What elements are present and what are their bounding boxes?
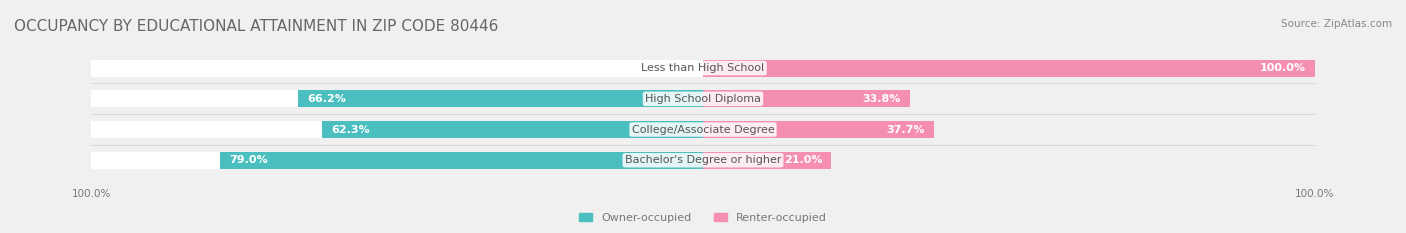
Text: 66.2%: 66.2% bbox=[308, 94, 346, 104]
Bar bbox=[322, 121, 703, 138]
Bar bbox=[703, 90, 910, 107]
Text: 37.7%: 37.7% bbox=[886, 124, 924, 134]
Text: 62.3%: 62.3% bbox=[332, 124, 370, 134]
Bar bbox=[91, 90, 703, 107]
Bar bbox=[91, 121, 703, 138]
Text: 21.0%: 21.0% bbox=[783, 155, 823, 165]
Bar bbox=[703, 121, 934, 138]
Bar bbox=[219, 152, 703, 169]
Text: 100.0%: 100.0% bbox=[1260, 63, 1305, 73]
Text: High School Diploma: High School Diploma bbox=[645, 94, 761, 104]
Text: Source: ZipAtlas.com: Source: ZipAtlas.com bbox=[1281, 19, 1392, 29]
Text: Less than High School: Less than High School bbox=[641, 63, 765, 73]
Text: 33.8%: 33.8% bbox=[862, 94, 901, 104]
Legend: Owner-occupied, Renter-occupied: Owner-occupied, Renter-occupied bbox=[575, 209, 831, 228]
Bar bbox=[703, 60, 1315, 77]
Bar bbox=[91, 152, 703, 169]
Bar bbox=[298, 90, 703, 107]
Text: Bachelor's Degree or higher: Bachelor's Degree or higher bbox=[624, 155, 782, 165]
Text: 79.0%: 79.0% bbox=[229, 155, 267, 165]
Bar bbox=[91, 60, 703, 77]
Text: College/Associate Degree: College/Associate Degree bbox=[631, 124, 775, 134]
Text: OCCUPANCY BY EDUCATIONAL ATTAINMENT IN ZIP CODE 80446: OCCUPANCY BY EDUCATIONAL ATTAINMENT IN Z… bbox=[14, 19, 499, 34]
Bar bbox=[703, 152, 831, 169]
